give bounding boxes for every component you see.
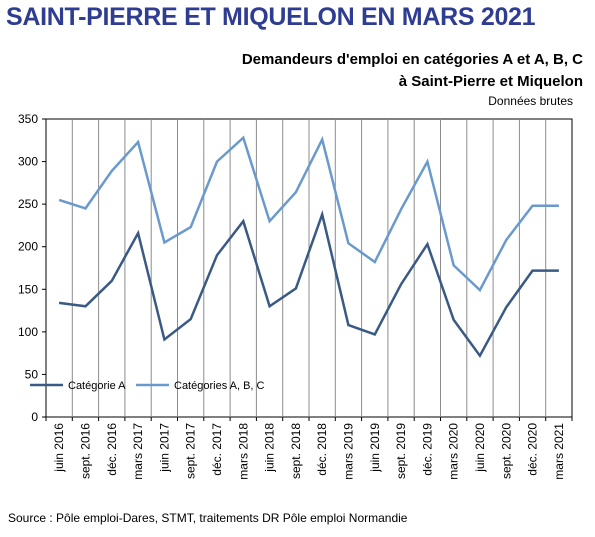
- x-axis-tick-label: déc. 2018: [315, 423, 329, 476]
- chart-title-line-1: Demandeurs d'emploi en catégories A et A…: [241, 51, 583, 68]
- chart-title: Demandeurs d'emploi en catégories A et A…: [242, 49, 583, 93]
- x-axis-tick-label: déc. 2017: [210, 423, 224, 476]
- y-axis-tick-label: 300: [18, 155, 38, 169]
- x-axis-tick-label: sept. 2017: [184, 423, 198, 479]
- x-axis-tick-label: juin 2019: [368, 423, 382, 473]
- legend-item: Catégorie A: [30, 380, 126, 392]
- source-note: Source : Pôle emploi-Dares, STMT, traite…: [8, 511, 408, 525]
- y-axis-tick-label: 100: [18, 325, 38, 339]
- x-axis-tick-label: juin 2017: [157, 423, 171, 473]
- y-axis-tick-label: 250: [18, 197, 38, 211]
- x-axis-tick-label: juin 2018: [263, 423, 277, 473]
- x-axis-tick-label: sept. 2019: [394, 423, 408, 479]
- x-axis-tick-label: déc. 2020: [526, 423, 540, 476]
- x-axis-tick-label: mars 2020: [447, 423, 461, 480]
- x-axis-tick-label: sept. 2018: [289, 423, 303, 479]
- y-axis-tick-label: 0: [31, 410, 38, 424]
- x-axis-tick-label: mars 2019: [341, 423, 355, 480]
- page-headline: SAINT-PIERRE ET MIQUELON EN MARS 2021: [6, 3, 536, 31]
- y-axis-tick-label: 50: [25, 367, 39, 381]
- series-line-categorie-a: [58, 209, 559, 359]
- y-axis-tick-label: 150: [18, 282, 38, 296]
- y-axis-tick-label: 200: [18, 240, 38, 254]
- x-axis-tick-label: mars 2018: [236, 423, 250, 480]
- x-axis-tick-label: mars 2017: [131, 423, 145, 480]
- x-axis-tick-label: déc. 2016: [105, 423, 119, 476]
- x-axis-tick-label: juin 2016: [52, 423, 66, 473]
- x-axis-tick-label: déc. 2019: [420, 423, 434, 476]
- series-line-categories-abc: [58, 135, 559, 293]
- x-axis-tick-label: mars 2021: [552, 423, 566, 480]
- chart-title-line-2: à Saint-Pierre et Miquelon: [398, 73, 583, 90]
- legend-label: Catégorie A: [68, 380, 126, 392]
- y-axis-tick-label: 350: [18, 112, 38, 126]
- x-axis-tick-label: sept. 2016: [78, 423, 92, 479]
- chart-subtitle: Données brutes: [488, 94, 573, 108]
- x-axis-tick-label: juin 2020: [473, 423, 487, 473]
- legend: Catégorie A Catégories A, B, C: [30, 380, 265, 392]
- legend-label: Catégories A, B, C: [174, 380, 265, 392]
- legend-item: Catégories A, B, C: [136, 380, 265, 392]
- x-axis-tick-label: sept. 2020: [499, 423, 513, 479]
